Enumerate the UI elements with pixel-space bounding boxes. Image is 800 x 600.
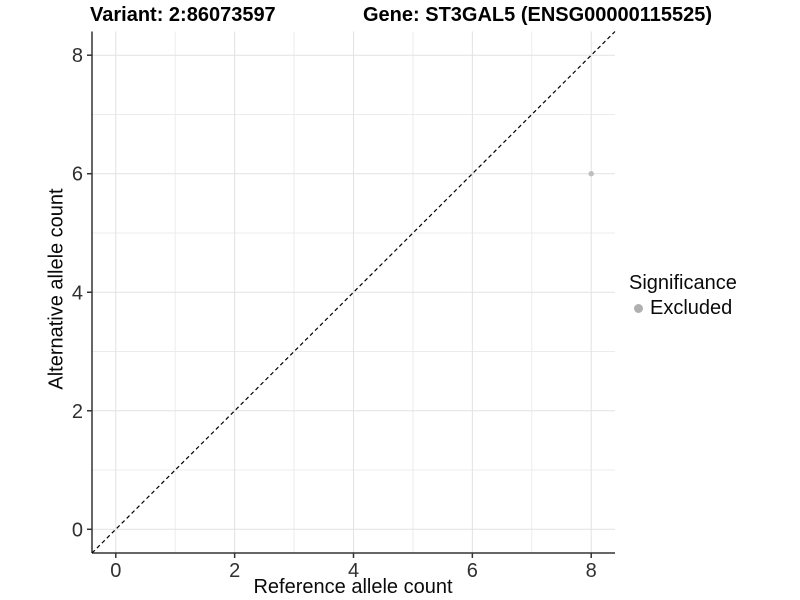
legend: Significance Excluded — [629, 272, 737, 320]
variant-title: Variant: 2:86073597 — [90, 4, 276, 26]
data-point — [588, 171, 594, 177]
y-tick-label: 8 — [72, 45, 83, 67]
legend-item-label: Excluded — [650, 297, 733, 319]
x-tick-label: 0 — [110, 560, 121, 582]
y-tick-label: 0 — [72, 519, 83, 541]
y-axis-title: Alternative allele count — [45, 188, 68, 390]
x-tick-label: 4 — [348, 560, 359, 582]
y-tick-label: 6 — [72, 164, 83, 186]
gene-title: Gene: ST3GAL5 (ENSG00000115525) — [363, 4, 713, 26]
legend-title: Significance — [629, 272, 737, 294]
x-axis-title: Reference allele count — [253, 576, 453, 598]
legend-point-icon — [634, 304, 643, 313]
legend-item-excluded: Excluded — [629, 297, 737, 320]
y-tick-label: 4 — [72, 282, 83, 304]
y-tick-label: 2 — [72, 401, 83, 423]
x-tick-label: 8 — [586, 560, 597, 582]
x-tick-label: 6 — [467, 560, 478, 582]
x-tick-label: 2 — [229, 560, 240, 582]
